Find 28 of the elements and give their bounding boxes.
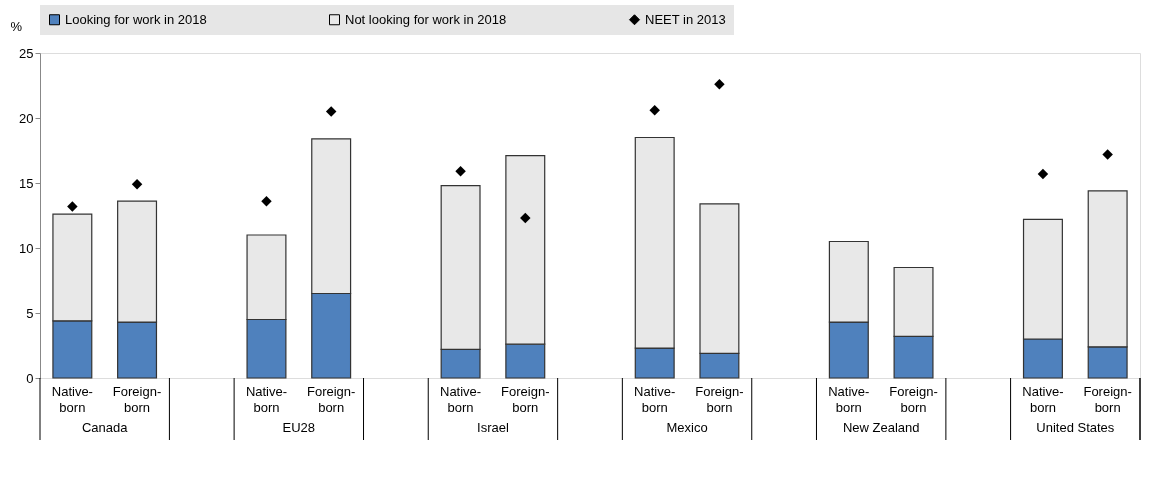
x-tick-label: Foreign-born	[112, 384, 162, 415]
x-tick-label: Native-born	[51, 384, 93, 415]
text: Canada	[81, 420, 129, 435]
x-tick-label: Native-born	[1022, 384, 1064, 415]
x-tick-label: Foreign-born	[695, 384, 744, 415]
y-tick-label: 0	[26, 370, 34, 386]
legend-label: Not looking for work in 2018	[345, 11, 507, 27]
y-tick-label: 10	[19, 240, 34, 256]
x-tick-label: Native-born	[245, 384, 288, 415]
legend-label: NEET in 2013	[645, 11, 726, 27]
x-tick-label: Foreign-born	[306, 384, 356, 415]
text: EU28	[282, 420, 316, 435]
text: Mexico	[666, 420, 708, 435]
y-axis-title: %	[10, 18, 23, 34]
x-tick-label: Foreign-born	[501, 384, 550, 415]
y-tick-label: 15	[19, 175, 34, 191]
y-tick-label: 25	[19, 45, 34, 61]
text: New Zealand	[842, 420, 920, 435]
x-tick-label: Native-born	[828, 384, 870, 415]
text: United States	[1036, 420, 1115, 435]
x-tick-label: Foreign-born	[1083, 384, 1132, 415]
text: Israel	[477, 420, 509, 435]
x-tick-label: Foreign-born	[889, 384, 938, 415]
y-tick-label: 5	[26, 305, 34, 321]
legend-label: Looking for work in 2018	[65, 11, 207, 27]
x-tick-label: Native-born	[634, 384, 676, 415]
y-tick-label: 20	[19, 110, 34, 126]
x-tick-label: Native-born	[439, 384, 482, 415]
